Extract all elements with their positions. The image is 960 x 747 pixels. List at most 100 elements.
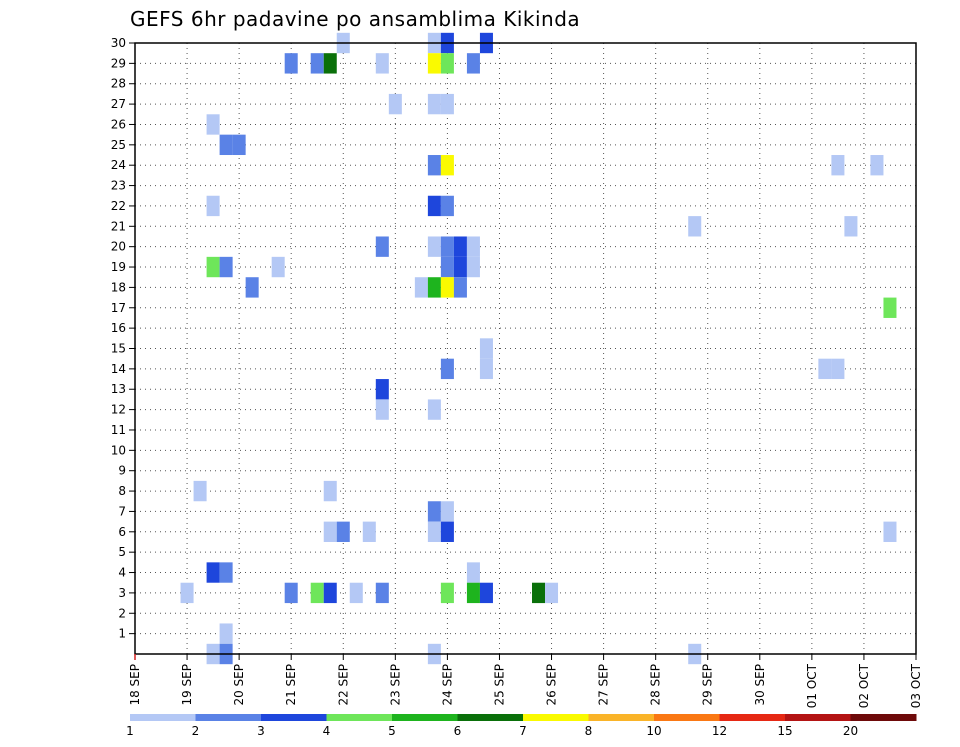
heatmap-cell xyxy=(453,236,467,257)
heatmap-cell xyxy=(336,521,350,542)
heatmap-cell xyxy=(453,277,467,298)
heatmap-cell xyxy=(883,297,897,318)
y-tick-label: 17 xyxy=(111,301,126,315)
heatmap-cell xyxy=(362,521,376,542)
heatmap-cell xyxy=(206,256,220,278)
y-tick-label: 19 xyxy=(111,260,126,274)
x-tick-label: 30 SEP xyxy=(753,664,767,706)
heatmap-cell xyxy=(206,562,220,583)
colorbar-tick-label: 5 xyxy=(388,724,396,738)
x-tick-label: 28 SEP xyxy=(649,664,663,706)
heatmap-cell xyxy=(545,582,559,604)
x-tick-label: 24 SEP xyxy=(440,664,454,706)
x-tick-label: 22 SEP xyxy=(336,664,350,706)
colorbar-tick-label: 15 xyxy=(777,724,792,738)
y-tick-label: 1 xyxy=(118,627,126,641)
y-tick-label: 18 xyxy=(111,280,126,294)
heatmap-cell xyxy=(349,582,363,604)
y-tick-label: 3 xyxy=(118,586,126,600)
colorbar-swatch xyxy=(195,714,262,721)
heatmap-cell xyxy=(466,53,480,74)
colorbar-tick-label: 12 xyxy=(712,724,727,738)
heatmap-cell xyxy=(870,155,884,176)
colorbar-tick-label: 6 xyxy=(454,724,462,738)
heatmap-cell xyxy=(375,399,389,420)
heatmap-cell xyxy=(440,501,454,522)
y-tick-label: 22 xyxy=(111,199,126,213)
colorbar-swatch xyxy=(326,714,393,721)
x-tick-label: 26 SEP xyxy=(545,664,559,706)
colorbar-swatch xyxy=(261,714,327,721)
y-tick-label: 20 xyxy=(111,240,126,254)
heatmap-cell xyxy=(883,521,897,542)
x-tick-label: 02 OCT xyxy=(857,663,871,708)
y-tick-label: 25 xyxy=(111,138,126,152)
colorbar-tick-label: 3 xyxy=(257,724,265,738)
colorbar-tick-label: 7 xyxy=(519,724,527,738)
y-tick-label: 10 xyxy=(111,443,126,457)
y-tick-label: 23 xyxy=(111,179,126,193)
cells-layer xyxy=(180,32,897,665)
heatmap-cell xyxy=(440,256,454,278)
heatmap-cell xyxy=(284,53,298,74)
x-tick-label: 01 OCT xyxy=(805,663,819,708)
colorbar-tick-label: 1 xyxy=(126,724,134,738)
x-tick-label: 27 SEP xyxy=(597,664,611,706)
y-tick-label: 27 xyxy=(111,97,126,111)
heatmap-cell xyxy=(193,480,207,502)
y-tick-label: 15 xyxy=(111,342,126,356)
x-axis: 18 SEP 19 SEP 20 SEP 21 SEP 22 SEP 23 SEP 24 S… xyxy=(128,654,923,708)
heatmap-cell xyxy=(388,93,402,115)
heatmap-cell xyxy=(440,277,454,298)
heatmap-cell xyxy=(440,93,454,115)
heatmap-cell xyxy=(440,521,454,542)
heatmap-cell xyxy=(440,582,454,604)
x-tick-label: 29 SEP xyxy=(701,664,715,706)
y-tick-label: 6 xyxy=(118,525,126,539)
heatmap-cell xyxy=(375,582,389,604)
heatmap-cell xyxy=(532,582,546,604)
heatmap-cell xyxy=(440,195,454,217)
colorbar-swatch xyxy=(457,714,524,721)
heatmap-cell xyxy=(427,93,441,115)
y-tick-label: 11 xyxy=(111,423,126,437)
y-tick-label: 5 xyxy=(118,545,126,559)
heatmap-cell xyxy=(375,379,389,400)
heatmap-cell xyxy=(844,216,858,237)
heatmap-cell xyxy=(427,155,441,176)
x-tick-label: 19 SEP xyxy=(180,664,194,706)
colorbar-tick-label: 4 xyxy=(323,724,331,738)
heatmap-cell xyxy=(310,53,324,74)
heatmap-cell xyxy=(427,53,441,74)
heatmap-cell xyxy=(323,480,337,502)
x-tick-label: 20 SEP xyxy=(232,664,246,706)
heatmap-cell xyxy=(479,582,493,604)
heatmap-cell xyxy=(219,623,233,644)
heatmap-cell xyxy=(427,399,441,420)
colorbar-tick-label: 20 xyxy=(843,724,858,738)
colorbar-tick-label: 8 xyxy=(585,724,593,738)
heatmap-cell xyxy=(427,277,441,298)
colorbar-swatch xyxy=(130,714,196,721)
colorbar-swatch xyxy=(654,714,720,721)
x-tick-label: 25 SEP xyxy=(492,664,506,706)
grid-layer xyxy=(135,43,916,654)
heatmap-cell xyxy=(284,582,298,604)
colorbar-swatch xyxy=(719,714,786,721)
x-tick-label: 21 SEP xyxy=(284,664,298,706)
heatmap-cell xyxy=(375,53,389,74)
heatmap-cell xyxy=(206,195,220,217)
heatmap-cell xyxy=(323,53,337,74)
heatmap-cell xyxy=(479,338,493,359)
heatmap-cell xyxy=(427,195,441,217)
y-tick-label: 26 xyxy=(111,117,126,131)
colorbar-swatch xyxy=(392,714,458,721)
colorbar-tick-label: 10 xyxy=(646,724,661,738)
y-tick-label: 14 xyxy=(111,362,126,376)
heatmap-cell xyxy=(440,53,454,74)
heatmap-cell xyxy=(466,236,480,257)
heatmap-cell xyxy=(440,155,454,176)
heatmap-cell xyxy=(427,236,441,257)
x-tick-label: 18 SEP xyxy=(128,664,142,706)
heatmap-cell xyxy=(688,216,702,237)
